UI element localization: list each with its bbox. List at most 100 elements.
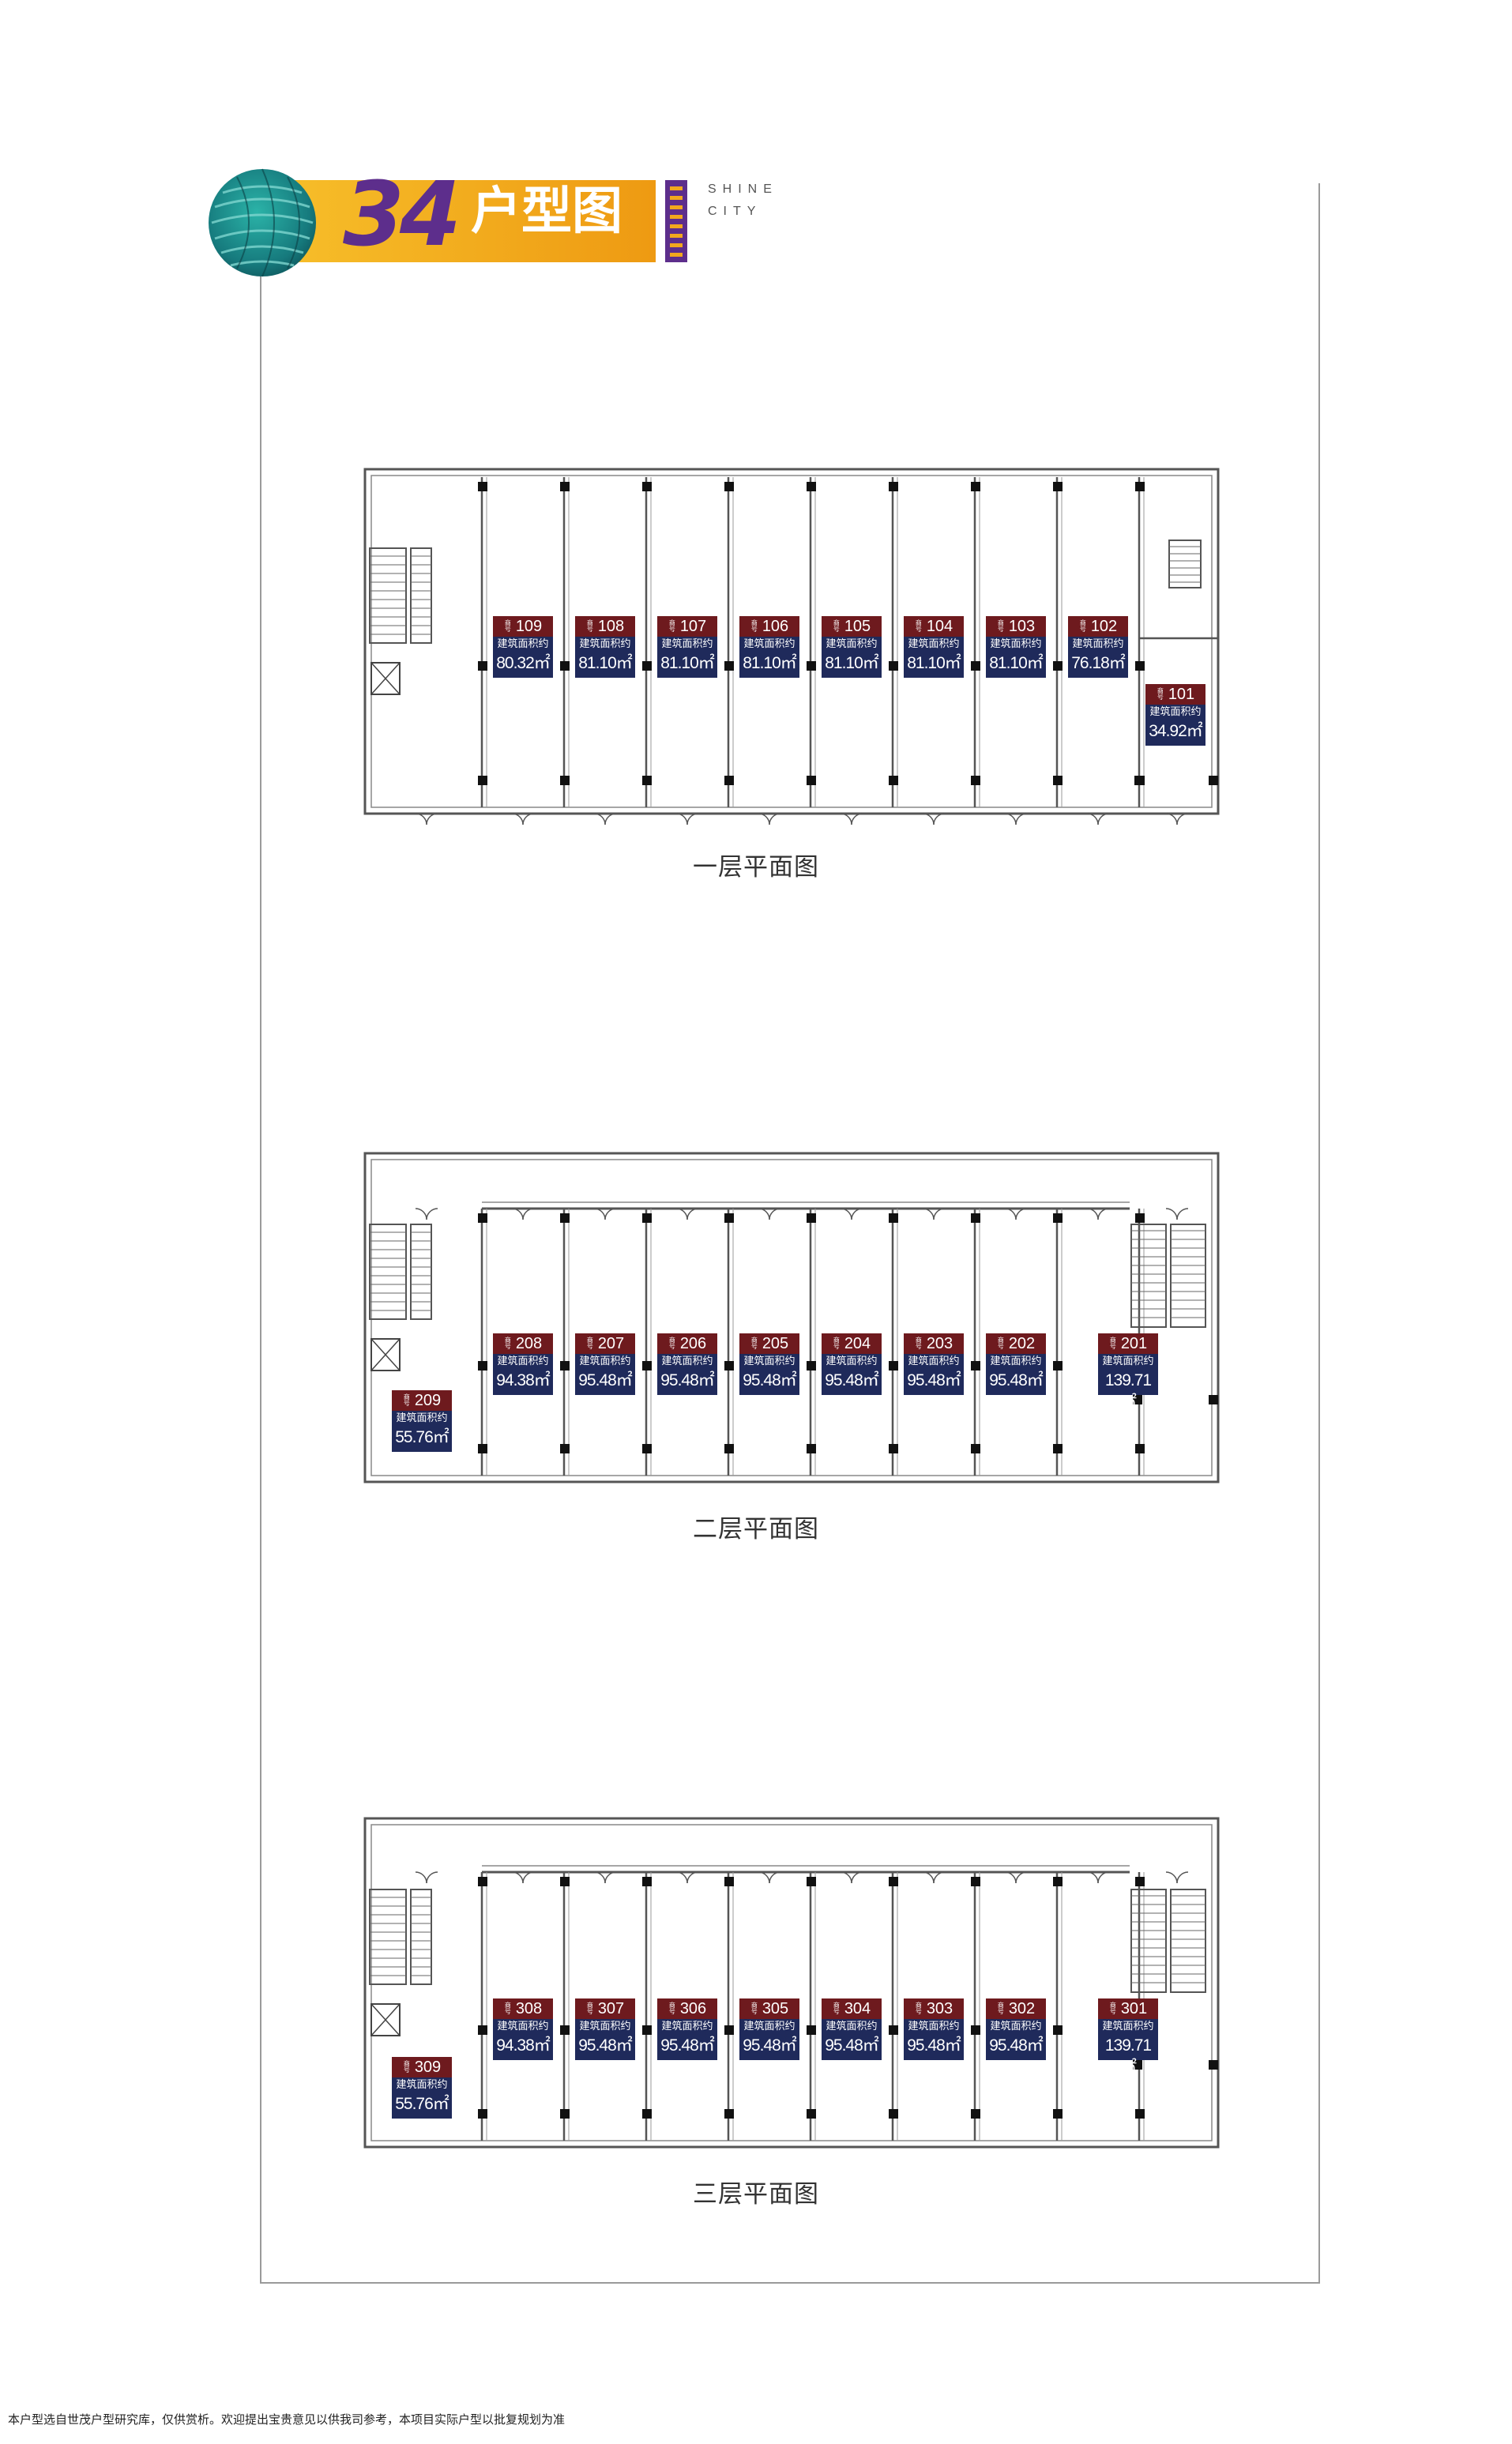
unit-area: 建筑面积约 81.10㎡ — [739, 637, 799, 678]
unit-id: 205 — [762, 1334, 789, 1352]
unit-id: 207 — [597, 1334, 625, 1352]
unit-id: 202 — [1008, 1334, 1036, 1352]
unit-area-value: 94.38㎡ — [496, 2036, 551, 2055]
unit-number: 商号 201 — [1098, 1333, 1158, 1354]
column — [478, 661, 487, 671]
unit-number: 商号 108 — [575, 616, 635, 637]
unit-id: 304 — [844, 1999, 871, 2017]
column — [560, 1213, 570, 1223]
unit-area-label: 建筑面积约 — [497, 2021, 549, 2032]
door-arc — [511, 813, 524, 825]
column — [724, 2109, 734, 2119]
unit-area-value: 81.10㎡ — [989, 654, 1044, 672]
unit-area-value: 95.48㎡ — [578, 2036, 633, 2055]
unit-number: 商号 104 — [904, 616, 964, 637]
unit-area: 建筑面积约 95.48㎡ — [657, 1354, 717, 1395]
door-arc — [675, 1871, 688, 1884]
stair-right — [1170, 1889, 1206, 1993]
unit-id: 208 — [515, 1334, 543, 1352]
unit-area: 建筑面积约 95.48㎡ — [986, 1354, 1046, 1395]
unit-prefix: 商号 — [504, 2002, 511, 2015]
door-arc — [840, 1208, 852, 1220]
unit-number: 商号 207 — [575, 1333, 635, 1354]
unit-area: 建筑面积约 95.48㎡ — [739, 2019, 799, 2060]
door-arc — [593, 1871, 606, 1884]
column — [560, 776, 570, 785]
door-arc — [840, 1871, 852, 1884]
unit-prefix: 商号 — [750, 1337, 758, 1350]
column — [1053, 661, 1063, 671]
floor-3-label: 三层平面图 — [693, 2180, 819, 2209]
unit-number: 商号 301 — [1098, 1998, 1158, 2019]
unit-area-value: 139.71㎡ — [1104, 1371, 1152, 1412]
unit-id: 101 — [1168, 685, 1195, 703]
unit-area-label: 建筑面积约 — [908, 638, 960, 650]
door-arc — [686, 1871, 699, 1884]
unit-id: 201 — [1120, 1334, 1148, 1352]
unit-id: 302 — [1008, 1999, 1036, 2017]
unit-prefix: 商号 — [833, 2002, 840, 2015]
unit-area-label: 建筑面积约 — [579, 1355, 631, 1367]
column — [642, 2109, 652, 2119]
column — [889, 776, 898, 785]
column — [807, 1361, 816, 1371]
unit-prefix: 商号 — [750, 2002, 758, 2015]
unit-area-label: 建筑面积约 — [826, 2021, 878, 2032]
unit-card: 商号 202 建筑面积约 95.48㎡ — [986, 1333, 1046, 1395]
column — [889, 482, 898, 491]
unit-area: 建筑面积约 95.48㎡ — [657, 2019, 717, 2060]
door-arc — [593, 813, 606, 825]
unit-card: 商号 305 建筑面积约 95.48㎡ — [739, 1998, 799, 2060]
column — [724, 1877, 734, 1886]
unit-prefix: 商号 — [750, 619, 758, 633]
unit-prefix: 商号 — [403, 1393, 410, 1407]
unit-id: 309 — [414, 2058, 442, 2076]
unit-id: 105 — [844, 617, 871, 635]
unit-card: 商号 102 建筑面积约 76.18㎡ — [1068, 616, 1128, 678]
unit-area: 建筑面积约 55.76㎡ — [392, 2077, 452, 2119]
door-arc — [426, 1208, 438, 1220]
unit-card: 商号 308 建筑面积约 94.38㎡ — [493, 1998, 553, 2060]
unit-area-value: 95.48㎡ — [989, 2036, 1044, 2055]
unit-area-value: 95.48㎡ — [825, 2036, 879, 2055]
door-arc — [1015, 813, 1028, 825]
unit-area: 建筑面积约 81.10㎡ — [986, 637, 1046, 678]
inner-wall — [370, 1159, 1213, 1476]
unit-card: 商号 108 建筑面积约 81.10㎡ — [575, 616, 635, 678]
column — [807, 2025, 816, 2035]
outer-wall — [363, 1152, 1220, 1483]
unit-area-value: 81.10㎡ — [578, 654, 633, 672]
title-banner — [261, 180, 656, 262]
unit-area-value: 34.92㎡ — [1149, 722, 1203, 740]
unit-area-label: 建筑面积约 — [743, 1355, 795, 1367]
unit-area: 建筑面积约 55.76㎡ — [392, 1411, 452, 1452]
door-arc — [593, 1208, 606, 1220]
unit-area: 建筑面积约 81.10㎡ — [822, 637, 882, 678]
door-arc — [851, 1208, 863, 1220]
unit-area: 建筑面积约 81.10㎡ — [657, 637, 717, 678]
unit-id: 106 — [762, 617, 789, 635]
unit-id: 108 — [597, 617, 625, 635]
unit-prefix: 商号 — [668, 619, 675, 633]
unit-area-label: 建筑面积约 — [661, 1355, 713, 1367]
unit-card: 商号 207 建筑面积约 95.48㎡ — [575, 1333, 635, 1395]
column — [1133, 1395, 1142, 1404]
unit-card: 商号 101 建筑面积约 34.92㎡ — [1145, 684, 1205, 746]
column — [642, 776, 652, 785]
unit-area-label: 建筑面积约 — [1102, 1355, 1154, 1367]
unit-prefix: 商号 — [1109, 2002, 1116, 2015]
column — [1053, 482, 1063, 491]
unit-area-value: 94.38㎡ — [496, 1371, 551, 1389]
door-arc — [1176, 813, 1189, 825]
elevator — [370, 1338, 401, 1371]
unit-area-value: 95.48㎡ — [907, 2036, 961, 2055]
door-arc — [922, 1871, 935, 1884]
stair-right — [1168, 540, 1202, 588]
column — [560, 2025, 570, 2035]
column — [889, 1213, 898, 1223]
column — [478, 2109, 487, 2119]
column — [1209, 1395, 1218, 1404]
column — [560, 1877, 570, 1886]
unit-area-label: 建筑面积约 — [396, 1412, 448, 1424]
unit-area-value: 81.10㎡ — [660, 654, 715, 672]
